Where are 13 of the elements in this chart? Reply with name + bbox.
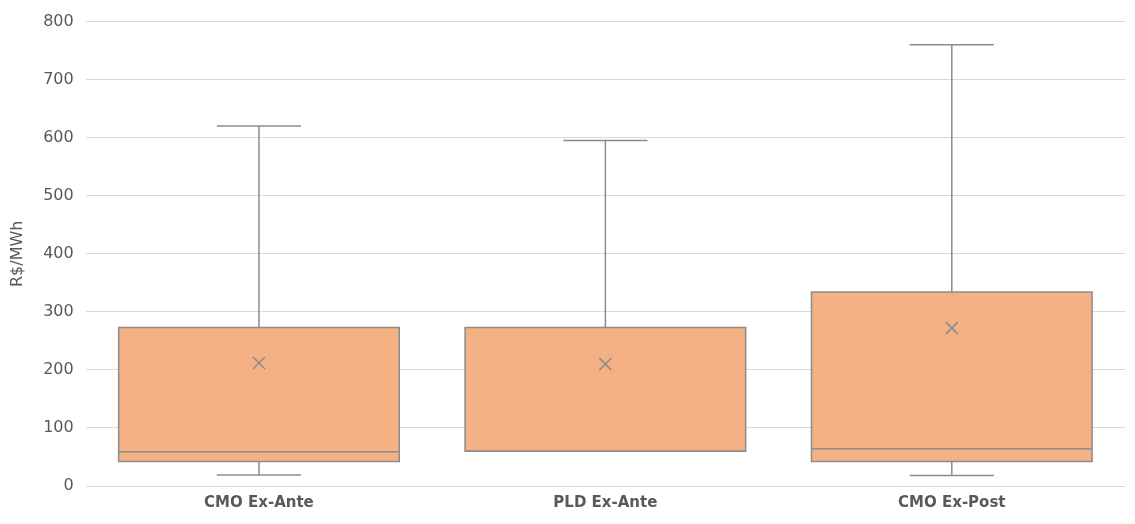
y-tick-label: 100 <box>43 417 74 437</box>
x-tick-label: PLD Ex-Ante <box>553 492 658 511</box>
x-tick-label: CMO Ex-Post <box>898 492 1006 511</box>
x-tick-label: CMO Ex-Ante <box>204 492 314 511</box>
y-tick-label: 600 <box>43 126 74 146</box>
y-tick-label: 700 <box>43 68 74 88</box>
y-tick-label: 400 <box>43 242 74 262</box>
y-tick-label: 800 <box>43 10 74 30</box>
y-axis-title: R$/MWh <box>6 220 26 288</box>
y-tick-label: 200 <box>43 359 74 379</box>
y-tick-label: 0 <box>63 475 74 495</box>
y-tick-label: 500 <box>43 184 74 204</box>
y-tick-label: 300 <box>43 301 74 321</box>
